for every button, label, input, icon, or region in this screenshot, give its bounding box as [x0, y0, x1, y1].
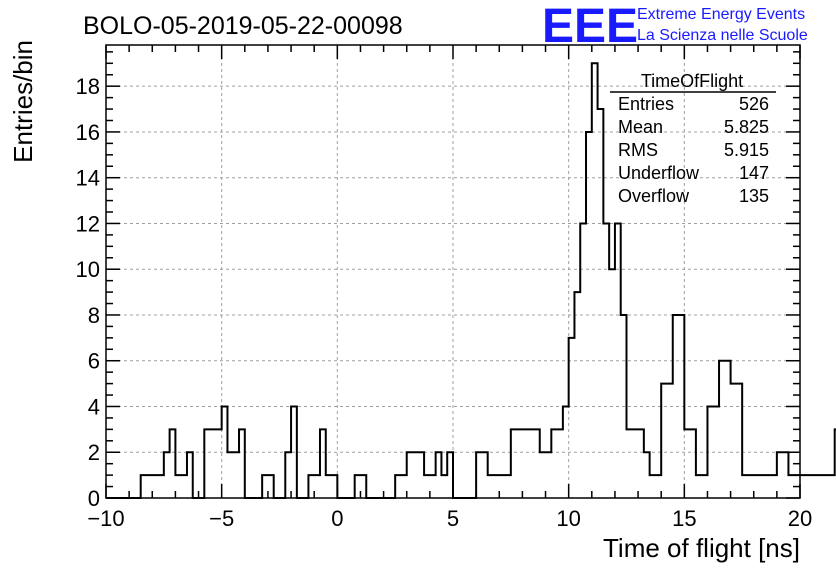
x-tick-labels: −10 −5 0 5 10 15 20: [87, 506, 812, 531]
y-tick-label: 0: [88, 486, 100, 511]
stats-row-label: Mean: [618, 117, 663, 137]
eee-logo: EEE Extreme Energy Events La Scienza nel…: [542, 0, 808, 53]
stats-row-label: Entries: [618, 94, 674, 114]
x-tick-label: 0: [331, 506, 343, 531]
y-tick-label: 12: [76, 211, 100, 236]
y-tick-label: 8: [88, 303, 100, 328]
y-tick-labels: 0 2 4 6 8 10 12 14 16 18: [76, 74, 100, 511]
y-tick-label: 4: [88, 394, 100, 419]
logo-line-1: Extreme Energy Events: [637, 6, 805, 23]
x-axis-title: Time of flight [ns]: [603, 533, 800, 563]
y-axis-title: Entries/bin: [8, 40, 38, 163]
stats-title: TimeOfFlight: [641, 71, 743, 91]
axis-ticks: [105, 45, 801, 499]
stats-row-value: 5.915: [724, 140, 769, 160]
stats-row-value: 147: [739, 163, 769, 183]
stats-box: TimeOfFlight Entries 526 Mean 5.825 RMS 5.915…: [610, 71, 776, 206]
y-tick-label: 10: [76, 257, 100, 282]
x-tick-label: −5: [209, 506, 234, 531]
chart-title: BOLO-05-2019-05-22-00098: [83, 12, 403, 40]
stats-row-value: 5.825: [724, 117, 769, 137]
stats-rows: Entries 526 Mean 5.825 RMS 5.915 Underflow 147 O…: [618, 94, 769, 206]
y-tick-label: 18: [76, 74, 100, 99]
y-tick-label: 2: [88, 440, 100, 465]
x-tick-label: 10: [556, 506, 580, 531]
y-tick-label: 6: [88, 349, 100, 374]
logo-mark: EEE: [542, 0, 638, 53]
stats-row-label: Underflow: [618, 163, 700, 183]
logo-line-2: La Scienza nelle Scuole: [637, 27, 808, 44]
stats-row-value: 135: [739, 186, 769, 206]
stats-row-value: 526: [739, 94, 769, 114]
x-tick-label: 20: [788, 506, 812, 531]
x-tick-label: −10: [87, 506, 124, 531]
stats-row-label: RMS: [618, 140, 658, 160]
stats-row-label: Overflow: [618, 186, 690, 206]
y-tick-label: 14: [76, 166, 100, 191]
x-tick-label: 15: [672, 506, 696, 531]
x-tick-label: 5: [447, 506, 459, 531]
y-tick-label: 16: [76, 120, 100, 145]
